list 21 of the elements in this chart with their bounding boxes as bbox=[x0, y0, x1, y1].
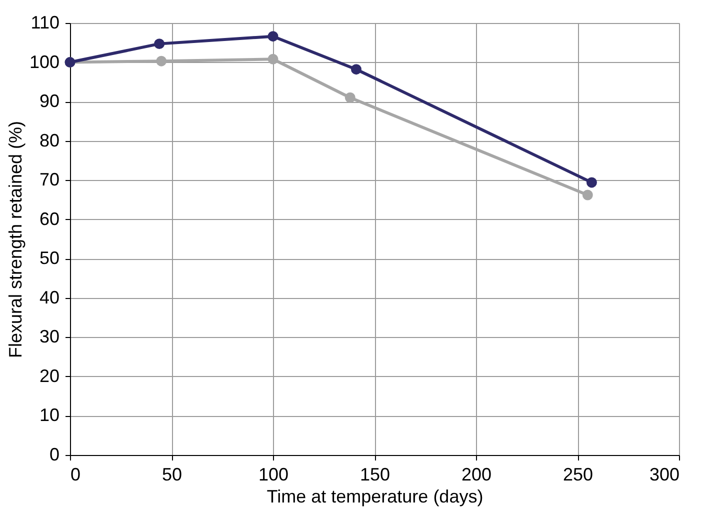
x-tick-label: 300 bbox=[649, 464, 680, 484]
x-tick-label: 50 bbox=[162, 464, 182, 484]
x-tick-label: 150 bbox=[360, 464, 390, 484]
y-tick-label: 20 bbox=[39, 366, 60, 386]
x-tick-label: 100 bbox=[258, 464, 289, 484]
x-tick-label: 250 bbox=[562, 464, 594, 484]
y-axis-title: Flexural strength retained (%) bbox=[5, 120, 26, 358]
y-tick-label: 70 bbox=[39, 170, 60, 190]
y-tick-label: 100 bbox=[29, 52, 60, 72]
y-tick-label: 60 bbox=[39, 208, 60, 229]
x-tick-label: 0 bbox=[70, 464, 81, 484]
y-tick-label: 40 bbox=[39, 287, 60, 308]
x-tick-label: 200 bbox=[461, 464, 492, 484]
y-tick-label: 10 bbox=[39, 405, 60, 426]
y-tick-label: 50 bbox=[39, 248, 60, 268]
y-tick-label: 80 bbox=[39, 130, 60, 150]
y-tick-label: 110 bbox=[30, 12, 60, 32]
y-tick-label: 30 bbox=[39, 326, 60, 347]
y-tick-label: 0 bbox=[49, 444, 60, 464]
x-axis-title: Time at temperature (days) bbox=[266, 486, 484, 506]
y-tick-label: 90 bbox=[39, 91, 60, 112]
